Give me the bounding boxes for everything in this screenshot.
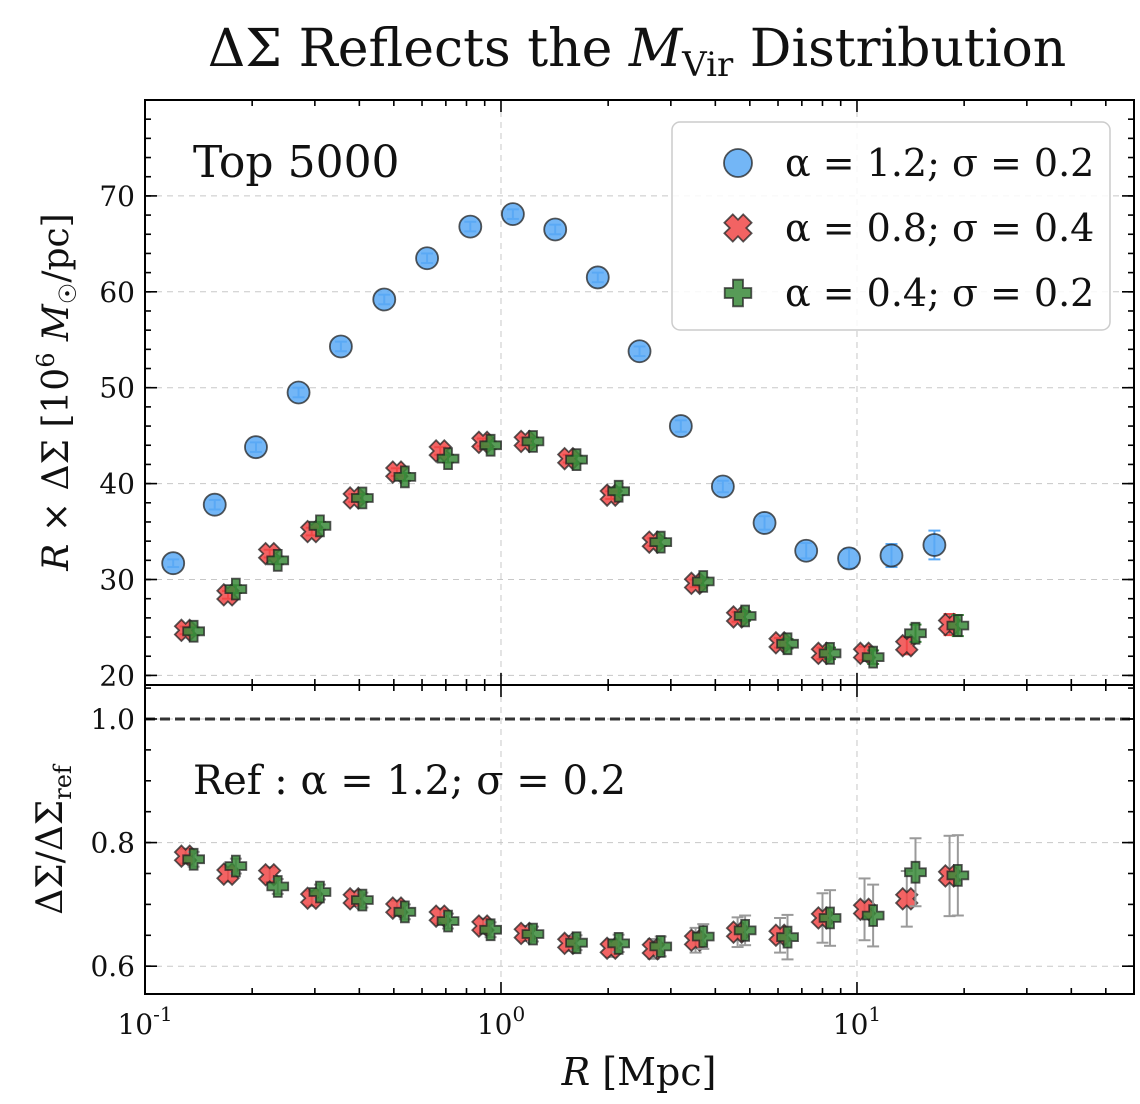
data-point: [879, 543, 904, 568]
data-point: [351, 486, 374, 510]
y-tick-label: 40: [99, 468, 135, 501]
data-point: [565, 448, 588, 471]
legend-marker: [723, 148, 753, 178]
data-point: [565, 931, 588, 955]
data-point: [436, 909, 460, 933]
data-point: [161, 551, 186, 576]
data-point: [244, 435, 268, 460]
legend-marker: [723, 278, 753, 308]
data-point: [308, 514, 332, 538]
data-points: [161, 202, 970, 961]
top-panel-annotation: Top 5000: [193, 137, 400, 188]
data-point: [946, 614, 970, 637]
legend-marker: [723, 213, 753, 243]
data-point: [627, 339, 652, 364]
bottom-y-axis-label: ΔΣ/ΔΣref: [30, 763, 77, 915]
series-plus: [182, 834, 970, 961]
data-point: [372, 287, 397, 312]
legend-label: α = 0.8; σ = 0.4: [785, 206, 1094, 250]
data-point: [691, 570, 715, 593]
y-tick-label: 50: [99, 372, 135, 405]
x-tick-label: 101: [833, 1002, 881, 1041]
data-point: [286, 380, 311, 405]
data-point: [182, 847, 205, 871]
data-point: [752, 511, 777, 535]
legend-label: α = 0.4; σ = 0.2: [785, 271, 1094, 315]
data-point: [710, 474, 735, 499]
data-point: [668, 414, 693, 438]
data-point: [521, 922, 545, 946]
data-point: [733, 919, 757, 942]
data-point: [894, 886, 919, 911]
data-point: [607, 932, 630, 955]
data-point: [818, 642, 842, 665]
data-point: [266, 875, 290, 898]
top-y-axis-label: R × ΔΣ [106 M☉/pc]: [32, 213, 82, 571]
bottom-panel-annotation: Ref : α = 1.2; σ = 0.2: [193, 758, 626, 804]
data-point: [224, 577, 248, 601]
data-point: [776, 632, 799, 656]
data-point: [182, 619, 205, 643]
data-point: [818, 906, 842, 930]
data-point: [691, 925, 715, 948]
y-tick-label: 30: [99, 564, 135, 597]
data-point: [904, 621, 927, 645]
y-tick-label: 0.6: [90, 950, 135, 983]
legend: α = 1.2; σ = 0.2 α = 0.8; σ = 0.4 α = 0.4;…: [671, 121, 1111, 331]
bottom-panel-frame: [144, 684, 1135, 995]
series-plus: [182, 430, 970, 669]
series-circle: [161, 202, 947, 576]
x-tick-label: 10-1: [117, 1002, 172, 1041]
y-tick-label: 1.0: [90, 703, 135, 736]
x-tick-label: 100: [477, 1002, 525, 1041]
data-point: [479, 918, 502, 942]
y-tick-label: 60: [99, 276, 135, 309]
data-point: [436, 447, 460, 470]
data-point: [415, 246, 439, 271]
data-point: [479, 433, 502, 457]
data-point: [458, 214, 483, 239]
data-point: [308, 880, 332, 904]
data-point: [266, 549, 290, 572]
data-point: [607, 479, 630, 503]
data-point: [500, 202, 525, 227]
legend-label: α = 1.2; σ = 0.2: [785, 141, 1094, 185]
data-point: [393, 900, 417, 924]
data-point: [946, 864, 970, 887]
data-point: [904, 860, 927, 884]
data-point: [776, 925, 799, 949]
data-point: [861, 904, 885, 927]
data-point: [521, 430, 545, 453]
data-point: [649, 935, 673, 958]
data-point: [202, 492, 227, 517]
y-tick-label: 70: [99, 180, 135, 213]
data-point: [922, 533, 947, 557]
data-point: [328, 334, 353, 359]
data-point: [861, 645, 885, 669]
y-tick-label: 0.8: [90, 827, 135, 860]
data-point: [649, 530, 673, 554]
x-axis-label: R [Mpc]: [561, 1050, 717, 1094]
data-point: [351, 888, 374, 912]
series-x: [173, 429, 962, 666]
data-point: [393, 465, 417, 489]
chart-title: ΔΣ Reflects the MVir Distribution: [208, 19, 1067, 85]
y-tick-label: 20: [99, 659, 135, 692]
legend-box: [671, 121, 1111, 331]
data-point: [837, 546, 861, 571]
data-point: [585, 265, 610, 290]
data-point: [224, 854, 248, 878]
data-point: [733, 604, 757, 628]
data-point: [543, 217, 568, 242]
data-point: [794, 538, 819, 563]
axis-ticks: 20 30 40 50 60 70 10-1 100 101 0.6 0.8 1.0: [90, 100, 1134, 1041]
